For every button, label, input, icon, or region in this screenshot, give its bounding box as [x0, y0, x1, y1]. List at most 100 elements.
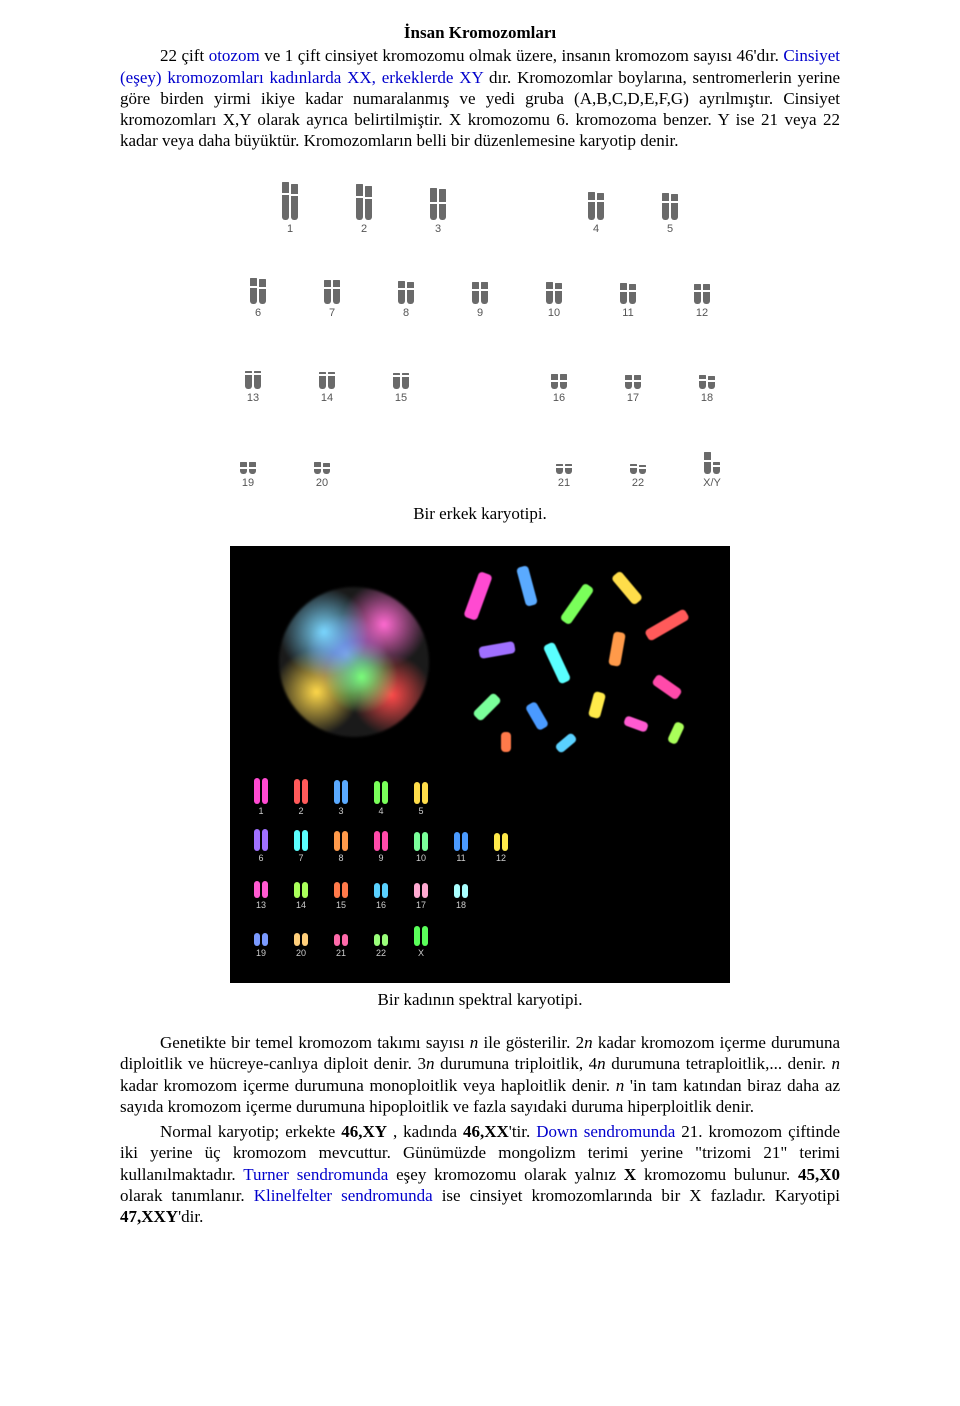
chromosome-pair: 7	[312, 264, 352, 321]
text: olarak tanımlanır.	[120, 1186, 254, 1205]
chromosome-label: 6	[255, 307, 261, 321]
symbol-n: n	[584, 1033, 593, 1052]
spectral-chromosome-pair: 2	[286, 778, 316, 817]
chromosome-label: 2	[361, 223, 367, 237]
spectral-rows: 12345678910111213141516171819202122X	[246, 778, 714, 959]
karyotype-gray: 12345678910111213141516171819202122X/Y	[218, 170, 742, 497]
chrom-x: X	[624, 1165, 636, 1184]
metaphase-spread	[461, 562, 714, 762]
symbol-n: n	[597, 1054, 606, 1073]
text: durumuna triploitlik, 4	[435, 1054, 598, 1073]
chromosome-pair: 4	[576, 180, 616, 237]
text: Normal karyotip; erkekte	[160, 1122, 341, 1141]
spectral-chromosome-pair: 6	[246, 825, 276, 864]
text: ise cinsiyet kromozomlarında bir X fazla…	[433, 1186, 840, 1205]
text: kromozomu bulunur.	[636, 1165, 798, 1184]
spectral-chromosome-pair: 15	[326, 872, 356, 911]
spectral-chromosome-pair: 8	[326, 825, 356, 864]
chromosome-pair: 9	[460, 264, 500, 321]
chromosome-label: 7	[298, 853, 303, 864]
chromosome-pair: 5	[650, 180, 690, 237]
chromosome-label: 22	[632, 477, 644, 491]
karyotype-male-normal: 46,XY	[341, 1122, 387, 1141]
interphase-nucleus	[246, 562, 461, 762]
spectral-chromosome-pair: 17	[406, 872, 436, 911]
text: 'dir.	[178, 1207, 203, 1226]
text: eşey kromozomu olarak yalnız	[388, 1165, 624, 1184]
chromosome-pair: 1	[270, 180, 310, 237]
chromosome-label: 17	[416, 900, 426, 911]
chromosome-label: 17	[627, 392, 639, 406]
chromosome-label: 20	[316, 477, 328, 491]
chromosome-pair: 11	[608, 264, 648, 321]
page-title: İnsan Kromozomları	[120, 22, 840, 43]
karyotype-spectral: 12345678910111213141516171819202122X	[230, 546, 730, 983]
text: 'tir.	[509, 1122, 536, 1141]
chromosome-pair: 15	[381, 349, 421, 406]
spectral-chromosome-pair: 3	[326, 778, 356, 817]
chromosome-label: 10	[416, 853, 426, 864]
chromosome-label: 22	[376, 948, 386, 959]
chromosome-pair: X/Y	[692, 434, 732, 491]
chromosome-label: 4	[378, 806, 383, 817]
chromosome-label: 13	[256, 900, 266, 911]
chromosome-label: 13	[247, 392, 259, 406]
spectral-chromosome-pair: 13	[246, 872, 276, 911]
spectral-chromosome-pair: 4	[366, 778, 396, 817]
chromosome-pair: 8	[386, 264, 426, 321]
chromosome-label: 11	[456, 853, 465, 864]
text: ile gösterilir. 2	[478, 1033, 584, 1052]
text: ve 1 çift cinsiyet kromozomu olmak üzere…	[260, 46, 784, 65]
karyotype-female-normal: 46,XX	[463, 1122, 509, 1141]
chromosome-label: 5	[418, 806, 423, 817]
text: durumuna tetraploitlik,... denir.	[606, 1054, 832, 1073]
chromosome-pair: 16	[539, 349, 579, 406]
link-otozom[interactable]: otozom	[209, 46, 260, 65]
chromosome-pair: 21	[544, 434, 584, 491]
caption-2: Bir kadının spektral karyotipi.	[120, 989, 840, 1010]
chromosome-label: 12	[496, 853, 506, 864]
chromosome-pair: 22	[618, 434, 658, 491]
karyotype-klinefelter: 47,XXY	[120, 1207, 178, 1226]
link-klinefelter-sendromu[interactable]: Klinelfelter sendromunda	[254, 1186, 433, 1205]
chromosome-label: 1	[287, 223, 293, 237]
spectral-chromosome-pair: 11	[446, 825, 476, 864]
text: Genetikte bir temel kromozom takımı sayı…	[160, 1033, 470, 1052]
chromosome-label: 3	[435, 223, 441, 237]
spectral-chromosome-pair: 5	[406, 778, 436, 817]
document-page: İnsan Kromozomları 22 çift otozom ve 1 ç…	[60, 0, 900, 1271]
chromosome-label: 19	[242, 477, 254, 491]
spectral-chromosome-pair: 16	[366, 872, 396, 911]
chromosome-label: 14	[321, 392, 333, 406]
chromosome-label: 20	[296, 948, 306, 959]
chromosome-pair: 2	[344, 180, 384, 237]
spectral-chromosome-pair: 7	[286, 825, 316, 864]
text: , kadında	[387, 1122, 463, 1141]
chromosome-label: X/Y	[703, 477, 721, 491]
spectral-chromosome-pair: 22	[366, 920, 396, 959]
chromosome-label: 11	[622, 307, 633, 321]
symbol-n: n	[426, 1054, 435, 1073]
link-down-sendromu[interactable]: Down sendromunda	[536, 1122, 675, 1141]
chromosome-label: 5	[667, 223, 673, 237]
chromosome-pair: 13	[233, 349, 273, 406]
chromosome-label: 14	[296, 900, 306, 911]
paragraph-3: Normal karyotip; erkekte 46,XY , kadında…	[120, 1121, 840, 1227]
spectral-chromosome-pair: 18	[446, 872, 476, 911]
paragraph-2: Genetikte bir temel kromozom takımı sayı…	[120, 1032, 840, 1117]
chromosome-label: 9	[378, 853, 383, 864]
spectral-chromosome-pair: 19	[246, 920, 276, 959]
chromosome-label: 21	[558, 477, 570, 491]
link-turner-sendromu[interactable]: Turner sendromunda	[243, 1165, 388, 1184]
spectral-chromosome-pair: 14	[286, 872, 316, 911]
chromosome-label: 4	[593, 223, 599, 237]
chromosome-label: X	[418, 948, 424, 959]
chromosome-label: 19	[256, 948, 266, 959]
chromosome-label: 8	[403, 307, 409, 321]
paragraph-1: 22 çift otozom ve 1 çift cinsiyet kromoz…	[120, 45, 840, 151]
spectral-chromosome-pair: 20	[286, 920, 316, 959]
chromosome-pair: 3	[418, 180, 458, 237]
symbol-n: n	[832, 1054, 841, 1073]
chromosome-label: 15	[395, 392, 407, 406]
spectral-chromosome-pair: 9	[366, 825, 396, 864]
